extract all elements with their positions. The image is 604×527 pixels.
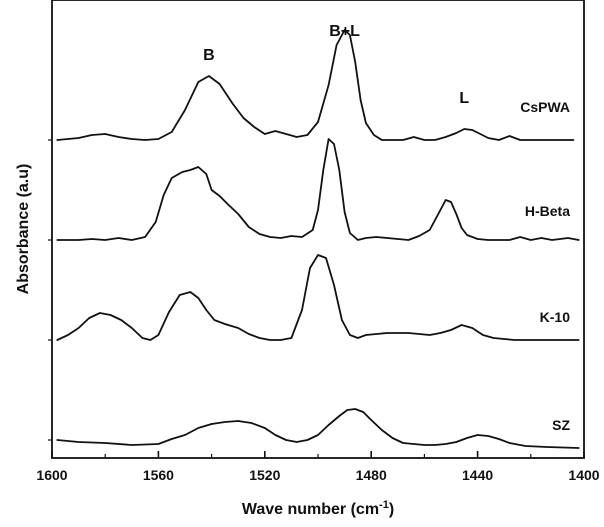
x-axis-title-superscript: -1 <box>379 499 389 511</box>
x-axis-title-end: ) <box>389 501 394 518</box>
x-tick-label: 1440 <box>462 467 493 483</box>
peak-annotation: B <box>203 47 215 64</box>
x-axis-ticks: 1600 1560 1520 1480 1440 1400 <box>36 451 600 483</box>
plot-frame <box>51 0 585 459</box>
x-tick-label: 1600 <box>36 467 67 483</box>
x-axis-title: Wave number (cm-1) <box>242 499 394 518</box>
series-label-cspwa: CsPWA <box>520 99 570 115</box>
series-label-sz: SZ <box>552 417 570 433</box>
spectrum-sz <box>56 408 580 449</box>
spectrum-h-beta <box>56 138 580 241</box>
x-tick-label: 1480 <box>356 467 387 483</box>
series-label-k-10: K-10 <box>540 309 571 325</box>
x-tick-label: 1560 <box>143 467 174 483</box>
peak-annotation: L <box>459 90 469 107</box>
x-axis-title-main: Wave number (cm <box>242 501 379 518</box>
spectrum-cspwa <box>56 29 575 141</box>
spectrum-k-10 <box>56 254 580 341</box>
spectra-group <box>48 29 580 449</box>
x-tick-label: 1400 <box>568 467 599 483</box>
series-label-h-beta: H-Beta <box>525 203 570 219</box>
x-tick-label: 1520 <box>249 467 280 483</box>
peak-annotation: B+L <box>329 23 360 40</box>
series-labels-group: CsPWA H-Beta K-10 SZ <box>520 99 570 433</box>
y-axis-title: Absorbance (a.u) <box>15 164 32 295</box>
peak-annotations-group: B B+L L <box>203 23 469 107</box>
